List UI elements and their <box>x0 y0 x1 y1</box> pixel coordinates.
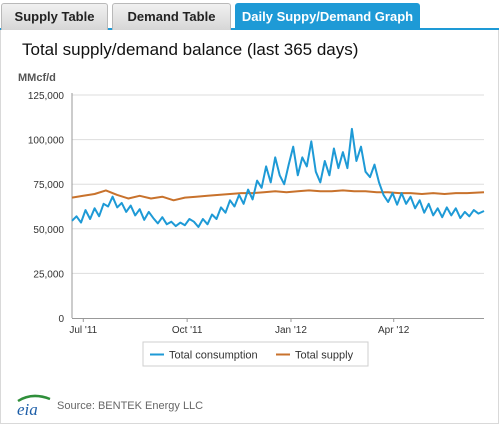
legend-box <box>142 341 369 367</box>
x-tick-label: Jan '12 <box>275 325 307 336</box>
x-tick-label: Oct '11 <box>172 325 203 336</box>
y-axis-unit-label: MMcf/d <box>18 72 56 84</box>
y-tick-label: 100,000 <box>28 136 65 147</box>
eia-logo-text: eia <box>17 400 38 418</box>
y-tick-label: 75,000 <box>33 180 64 191</box>
x-tick-label: Apr '12 <box>378 325 410 336</box>
x-tick-label: Jul '11 <box>69 325 97 336</box>
tab-daily-supply-demand-graph[interactable]: Daily Suppy/Demand Graph <box>235 3 420 30</box>
legend-label-total-supply[interactable]: Total supply <box>295 350 354 362</box>
tab-demand-table[interactable]: Demand Table <box>112 3 231 30</box>
y-tick-label: 0 <box>58 314 64 325</box>
tab-bar: Supply Table Demand Table Daily Suppy/De… <box>0 0 499 30</box>
chart-title: Total supply/demand balance (last 365 da… <box>22 40 359 59</box>
eia-logo: eia <box>17 394 51 418</box>
y-tick-label: 25,000 <box>33 269 64 280</box>
y-tick-label: 125,000 <box>28 91 65 102</box>
tab-supply-table[interactable]: Supply Table <box>1 3 108 30</box>
source-text: Source: BENTEK Energy LLC <box>57 400 204 412</box>
series-line-total-consumption <box>71 127 485 228</box>
eia-logo-swoosh <box>17 394 51 403</box>
legend-label-total-consumption[interactable]: Total consumption <box>169 350 258 362</box>
y-tick-label: 50,000 <box>33 225 64 236</box>
series-line-total-supply <box>71 189 485 202</box>
